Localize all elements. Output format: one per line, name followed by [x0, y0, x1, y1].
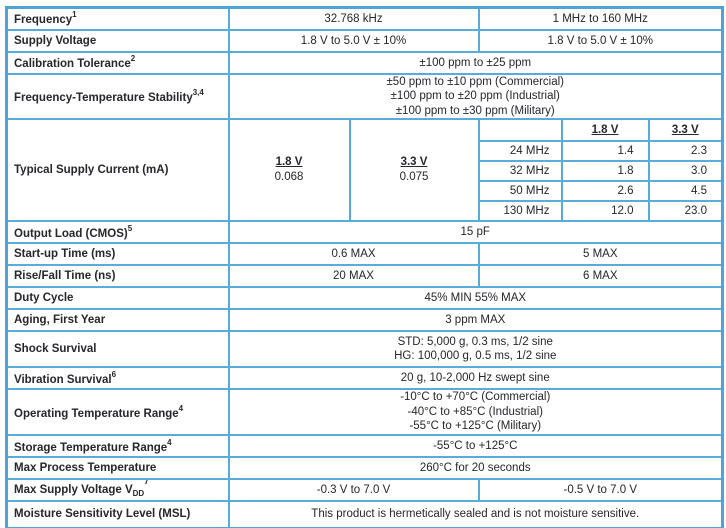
subtable-header-1v8: 1.8 V: [560, 118, 650, 142]
frequency-value-mhz: 1 MHz to 160 MHz: [477, 6, 724, 31]
rise-fall-mhz: 6 MAX: [477, 264, 724, 288]
supply-current-khz-3v3-value: 0.075: [399, 171, 429, 183]
operating-temp-value: -10°C to +70°C (Commercial) -40°C to +85…: [227, 388, 724, 436]
aging-label: Aging, First Year: [5, 308, 230, 332]
subtable-freq: 24 MHz: [477, 140, 563, 162]
subtable-v33: 23.0: [647, 200, 724, 222]
footnote-sup: 6: [111, 369, 117, 379]
subtable-v33: 3.0: [647, 160, 724, 182]
footnote-sup: 2: [130, 54, 136, 64]
subtable-v33: 2.3: [647, 140, 724, 162]
stability-line: ±100 ppm to ±20 ppm (Industrial): [390, 90, 560, 102]
startup-time-khz: 0.6 MAX: [227, 242, 480, 266]
supply-voltage-label: Supply Voltage: [5, 28, 230, 53]
row-vibration-survival: Vibration Survival6 20 g, 10-2,000 Hz sw…: [5, 366, 724, 390]
storage-temp-label: Storage Temperature Range4: [5, 434, 230, 458]
footnote-sup: 4: [167, 437, 172, 447]
stability-line: ±100 ppm to ±30 ppm (Military): [395, 104, 555, 117]
footnote-sup: 1: [72, 10, 77, 20]
frequency-label: Frequency1: [5, 6, 230, 31]
output-load-label: Output Load (CMOS)5: [5, 220, 230, 244]
row-startup-time: Start-up Time (ms) 0.6 MAX 5 MAX: [5, 242, 724, 266]
subtable-header-3v3: 3.3 V: [647, 118, 724, 142]
startup-time-label: Start-up Time (ms): [5, 242, 230, 266]
subtable-v18: 2.6: [560, 180, 650, 202]
subtable-freq: 50 MHz: [477, 180, 563, 202]
shock-line: HG: 100,000 g, 0.5 ms, 1/2 sine: [394, 350, 557, 362]
subtable-row-24mhz: 24 MHz 1.4 2.3: [7, 140, 724, 162]
shock-value: STD: 5,000 g, 0.3 ms, 1/2 sine HG: 100,0…: [227, 330, 724, 368]
supply-voltage-value-mhz: 1.8 V to 5.0 V ± 10%: [477, 28, 724, 53]
row-max-process-temp: Max Process Temperature 260°C for 20 sec…: [5, 456, 724, 480]
subtable-row-50mhz: 50 MHz 2.6 4.5: [7, 180, 724, 202]
operating-temp-label: Operating Temperature Range4: [5, 388, 230, 436]
row-supply-voltage: Supply Voltage 1.8 V to 5.0 V ± 10% 1.8 …: [5, 28, 724, 53]
max-supply-label: Max Supply Voltage VDD7: [5, 478, 230, 502]
operating-temp-line: -40°C to +85°C (Industrial): [407, 405, 543, 418]
moisture-value: This product is hermetically sealed and …: [227, 500, 724, 528]
supply-current-khz-1v8-value: 0.068: [274, 171, 304, 183]
row-rise-fall-time: Rise/Fall Time (ns) 20 MAX 6 MAX: [5, 264, 724, 288]
footnote-sup: 4: [178, 403, 184, 413]
operating-temp-line: -55°C to +125°C (Military): [409, 420, 542, 433]
subtable-v18: 1.4: [560, 140, 650, 162]
row-storage-temp: Storage Temperature Range4 -55°C to +125…: [5, 434, 724, 458]
storage-temp-value: -55°C to +125°C: [227, 434, 724, 458]
subtable-v33: 4.5: [647, 180, 724, 202]
vibration-label: Vibration Survival6: [5, 366, 230, 390]
max-process-value: 260°C for 20 seconds: [227, 456, 724, 480]
row-calibration-tolerance: Calibration Tolerance2 ±100 ppm to ±25 p…: [5, 50, 724, 75]
spec-table: Frequency1 32.768 kHz 1 MHz to 160 MHz S…: [5, 6, 724, 528]
row-aging: Aging, First Year 3 ppm MAX: [5, 308, 724, 332]
rise-fall-khz: 20 MAX: [227, 264, 480, 288]
operating-temp-line: -10°C to +70°C (Commercial): [400, 391, 551, 404]
row-freq-temp-stability: Frequency-Temperature Stability3,4 ±50 p…: [5, 72, 724, 120]
shock-label: Shock Survival: [5, 330, 230, 368]
frequency-value-khz: 32.768 kHz: [227, 6, 480, 31]
supply-current-label: Typical Supply Current (mA): [5, 118, 230, 222]
supply-current-khz-3v3-header: 3.3 V: [400, 156, 428, 168]
duty-cycle-value: 45% MIN 55% MAX: [227, 286, 724, 310]
max-supply-khz: -0.3 V to 7.0 V: [227, 478, 480, 502]
row-moisture-msl: Moisture Sensitivity Level (MSL) This pr…: [5, 500, 724, 528]
output-load-value: 15 pF: [227, 220, 724, 244]
row-supply-current: Typical Supply Current (mA) 1.8 V 0.068 …: [5, 118, 724, 222]
calibration-label: Calibration Tolerance2: [5, 50, 230, 75]
row-operating-temp: Operating Temperature Range4 -10°C to +7…: [5, 388, 724, 436]
row-output-load: Output Load (CMOS)5 15 pF: [5, 220, 724, 244]
moisture-label: Moisture Sensitivity Level (MSL): [5, 500, 230, 528]
subtable-v18: 12.0: [560, 200, 650, 222]
stability-value: ±50 ppm to ±10 ppm (Commercial) ±100 ppm…: [227, 72, 724, 120]
stability-label: Frequency-Temperature Stability3,4: [5, 72, 230, 120]
max-process-label: Max Process Temperature: [5, 456, 230, 480]
supply-voltage-value-khz: 1.8 V to 5.0 V ± 10%: [227, 28, 480, 53]
subtable-row-130mhz: 130 MHz 12.0 23.0: [7, 200, 724, 222]
shock-line: STD: 5,000 g, 0.3 ms, 1/2 sine: [397, 335, 553, 348]
duty-cycle-label: Duty Cycle: [5, 286, 230, 310]
subtable-freq: 130 MHz: [477, 200, 563, 222]
vdd-subscript: DD: [132, 489, 145, 499]
subtable-row-32mhz: 32 MHz 1.8 3.0: [7, 160, 724, 182]
vibration-value: 20 g, 10-2,000 Hz swept sine: [227, 366, 724, 390]
stability-line: ±50 ppm to ±10 ppm (Commercial): [386, 75, 564, 88]
row-duty-cycle: Duty Cycle 45% MIN 55% MAX: [5, 286, 724, 310]
aging-value: 3 ppm MAX: [227, 308, 724, 332]
footnote-sup: 5: [127, 223, 133, 233]
row-shock-survival: Shock Survival STD: 5,000 g, 0.3 ms, 1/2…: [5, 330, 724, 368]
footnote-sup: 7: [144, 479, 149, 487]
supply-current-subtable-corner: [477, 118, 563, 142]
row-max-supply-voltage: Max Supply Voltage VDD7 -0.3 V to 7.0 V …: [5, 478, 724, 502]
row-frequency: Frequency1 32.768 kHz 1 MHz to 160 MHz: [5, 6, 724, 31]
supply-current-khz-1v8-header: 1.8 V: [275, 156, 303, 168]
rise-fall-label: Rise/Fall Time (ns): [5, 264, 230, 288]
subtable-v18: 1.8: [560, 160, 650, 182]
startup-time-mhz: 5 MAX: [477, 242, 724, 266]
footnote-sup: 3,4: [192, 87, 204, 97]
subtable-freq: 32 MHz: [477, 160, 563, 182]
supply-current-khz-1v8: 1.8 V 0.068: [227, 118, 351, 222]
calibration-value: ±100 ppm to ±25 ppm: [227, 50, 724, 75]
supply-current-khz-3v3: 3.3 V 0.075: [348, 118, 480, 222]
max-supply-mhz: -0.5 V to 7.0 V: [477, 478, 724, 502]
